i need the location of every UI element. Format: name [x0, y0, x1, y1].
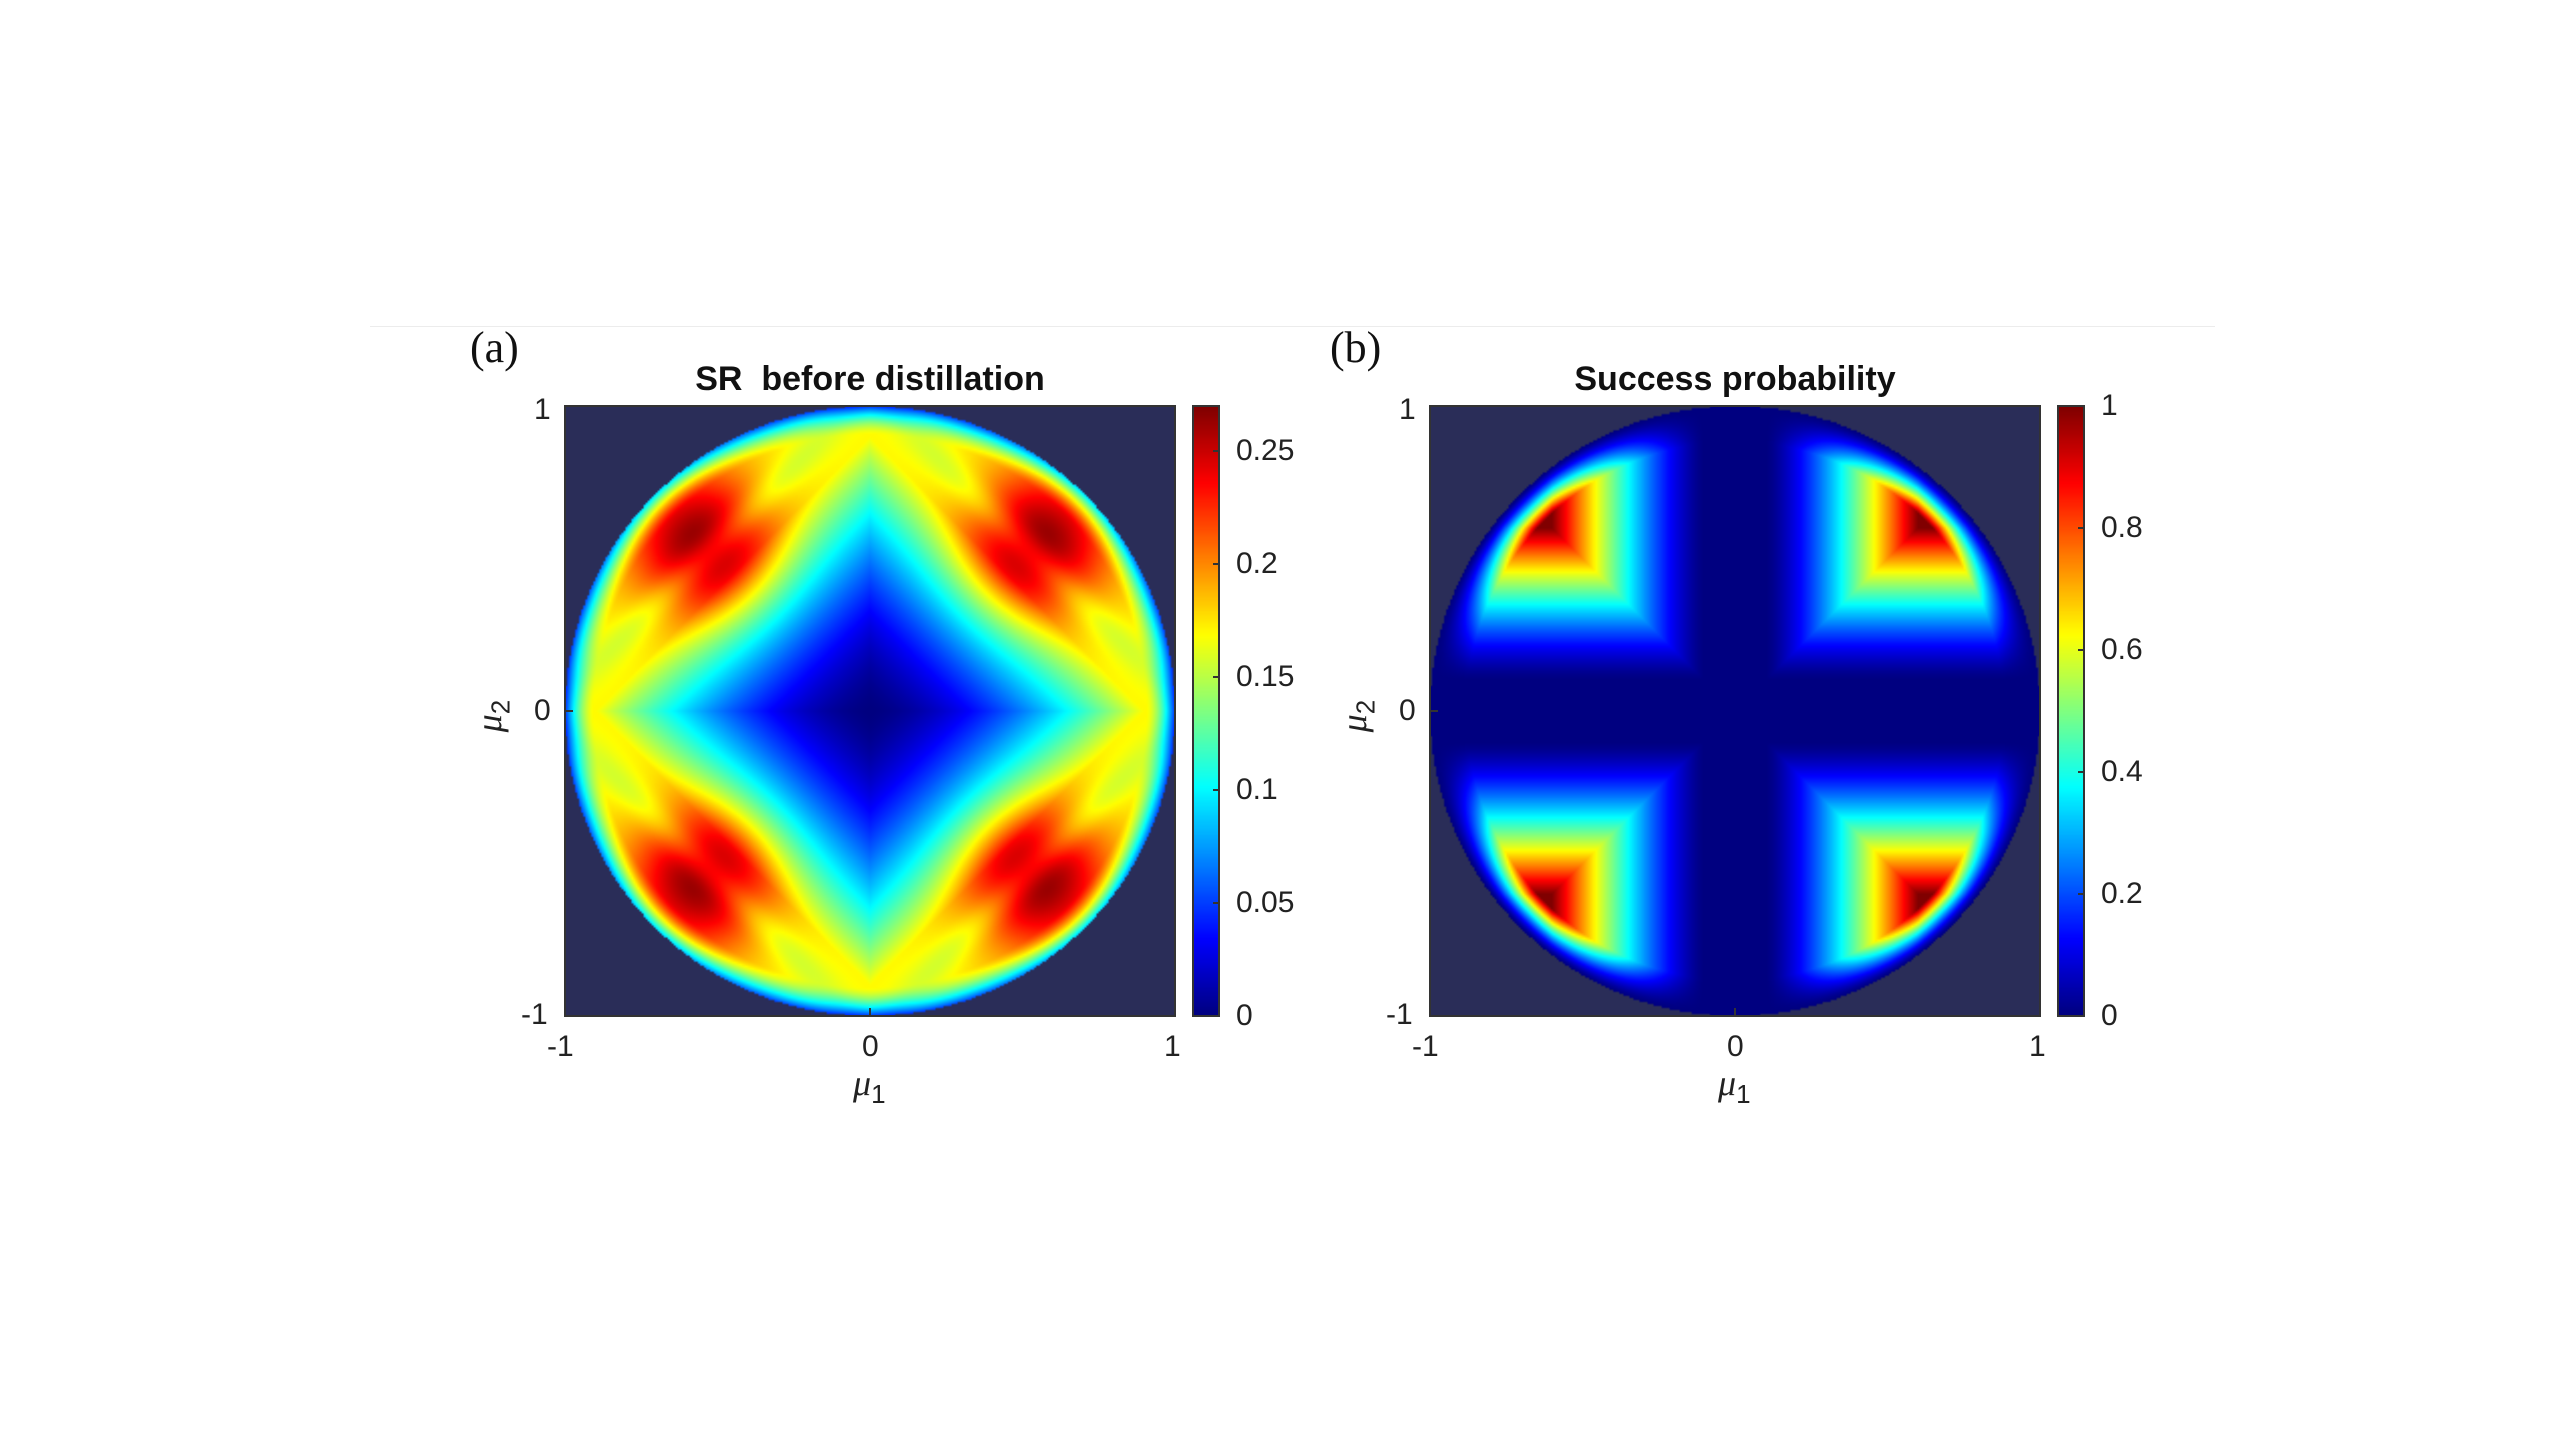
x-tick-b-left: -1 [1412, 1030, 1439, 1063]
chart-title-b: Success probability [1574, 360, 1896, 398]
x-axis-label-a-symbol: μ [853, 1063, 872, 1103]
x-axis-label-a: μ1 [853, 1062, 886, 1110]
x-axis-label-b-symbol: μ [1718, 1063, 1737, 1103]
heatmap-b [1430, 406, 2040, 1016]
tick-marks [565, 405, 2084, 1017]
y-tick-a-bottom: -1 [521, 998, 548, 1031]
axes-frame-b [1429, 405, 2041, 1017]
y-tick-b-top: 1 [1399, 393, 1416, 426]
colorbar-b [2058, 406, 2084, 1016]
x-axis-label-b: μ1 [1718, 1062, 1751, 1110]
colorbar-b-tick-5: 1 [2101, 389, 2118, 422]
x-tick-a-left: -1 [547, 1030, 574, 1063]
x-tick-a-right: 1 [1164, 1030, 1181, 1063]
y-tick-b-bottom: -1 [1386, 998, 1413, 1031]
colorbar-a-tick-3: 0.15 [1236, 660, 1295, 693]
y-tick-a-mid: 0 [534, 694, 551, 727]
colorbar-b-tick-4: 0.8 [2101, 511, 2143, 544]
x-axis-label-a-sub: 1 [871, 1079, 886, 1110]
colorbar-a [1193, 406, 1219, 1016]
axes-frame-a [564, 405, 1176, 1017]
colorbar-b-tick-2: 0.4 [2101, 755, 2143, 788]
heatmap-a [565, 406, 1175, 1016]
chart-title-a: SR before distillation [695, 360, 1045, 398]
colorbar-b-tick-1: 0.2 [2101, 877, 2143, 910]
colorbar-frame-a [1192, 405, 1220, 1017]
figure-top-rule [370, 326, 2215, 327]
colorbar-b-tick-0: 0 [2101, 999, 2118, 1032]
x-tick-b-mid: 0 [1727, 1030, 1744, 1063]
panel-label-b: (b) [1330, 323, 1382, 372]
x-tick-b-right: 1 [2029, 1030, 2046, 1063]
colorbar-a-tick-5: 0.25 [1236, 434, 1295, 467]
colorbar-a-tick-1: 0.05 [1236, 886, 1295, 919]
colorbar-a-tick-2: 0.1 [1236, 773, 1278, 806]
panel-label-a: (a) [470, 323, 519, 372]
colorbar-b-tick-3: 0.6 [2101, 633, 2143, 666]
colorbar-frame-b [2057, 405, 2085, 1017]
colorbar-a-tick-0: 0 [1236, 999, 1253, 1032]
colorbar-a-tick-4: 0.2 [1236, 547, 1278, 580]
y-tick-b-mid: 0 [1399, 694, 1416, 727]
x-axis-label-b-sub: 1 [1736, 1079, 1751, 1110]
x-tick-a-mid: 0 [862, 1030, 879, 1063]
y-tick-a-top: 1 [534, 393, 551, 426]
